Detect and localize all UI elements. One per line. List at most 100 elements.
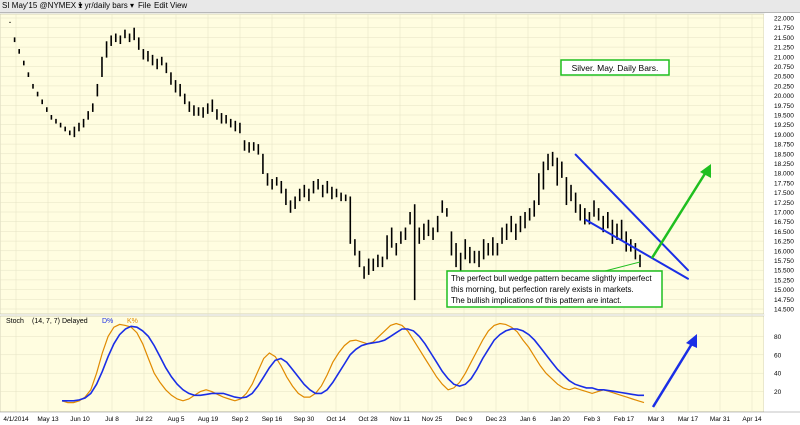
comment-line-3: The bullish implications of this pattern… (451, 296, 622, 305)
price-tick-label: 19.000 (774, 132, 794, 139)
date-tick-label: Nov 25 (422, 416, 443, 423)
price-tick-label: 20.000 (774, 93, 794, 100)
title-box-text: Silver. May. Daily Bars. (572, 63, 659, 73)
stoch-d-tag: D% (102, 318, 113, 325)
date-tick-label: Sep 16 (262, 416, 283, 423)
toolbar: SI May'15 @NYMEX ▾ 1 yr/daily bars ▾ Fil… (0, 0, 800, 13)
price-tick-label: 17.500 (774, 190, 794, 197)
date-axis[interactable] (0, 412, 800, 425)
price-tick-label: 17.250 (774, 200, 794, 207)
stoch-up-arrow-head (686, 334, 697, 348)
price-tick-label: 21.250 (774, 45, 794, 52)
price-tick-label: 22.000 (774, 16, 794, 23)
price-tick-label: 19.250 (774, 122, 794, 129)
menu-edit[interactable]: Edit (154, 1, 168, 10)
stoch-axis[interactable] (764, 316, 800, 412)
stoch-params: (14, 7, 7) Delayed (32, 318, 88, 325)
date-tick-label: Mar 17 (678, 416, 699, 423)
price-tick-label: 20.500 (774, 74, 794, 81)
price-tick-label: 18.500 (774, 151, 794, 158)
menu-file[interactable]: File (138, 1, 151, 10)
date-tick-label: Jan 20 (550, 416, 570, 423)
price-tick-label: 18.000 (774, 171, 794, 178)
price-tick-label: 15.750 (774, 258, 794, 265)
price-tick-label: 14.500 (774, 307, 794, 314)
date-tick-label: Jul 22 (135, 416, 153, 423)
price-tick-label: 14.750 (774, 297, 794, 304)
price-tick-label: 17.750 (774, 180, 794, 187)
date-tick-label: Dec 9 (456, 416, 473, 423)
date-tick-labels: 4/1/2014 May 13 Jun 10 Jul 8 Jul 22 Aug 5 Aug … (3, 416, 762, 423)
stoch-k-tag: K% (127, 318, 138, 325)
stoch-up-arrow[interactable] (651, 334, 697, 408)
stoch-tick-label: 40 (774, 371, 782, 378)
title-box[interactable] (560, 59, 670, 76)
stoch-panel[interactable] (0, 315, 765, 413)
price-tick-label: 16.000 (774, 248, 794, 255)
price-tick-labels: 22.000 21.750 21.500 21.250 21.000 20.750 20.5… (774, 16, 794, 314)
date-tick-label: Apr 14 (742, 416, 762, 423)
interval-dropdown[interactable]: 1 yr/daily bars ▾ (78, 1, 135, 10)
wedge-lower-line[interactable] (584, 218, 689, 280)
comment-line-2: this morning, but perfection rarely exis… (451, 285, 634, 294)
price-tick-label: 18.750 (774, 142, 794, 149)
date-tick-label: 4/1/2014 (3, 416, 29, 423)
date-tick-label: Feb 17 (614, 416, 635, 423)
price-tick-label: 16.500 (774, 229, 794, 236)
comment-box[interactable] (446, 270, 663, 308)
stoch-tick-label: 20 (774, 389, 782, 396)
stoch-d-line[interactable] (62, 325, 644, 402)
price-tick-label: 16.750 (774, 219, 794, 226)
price-tick-label: 17.000 (774, 210, 794, 217)
wedge-upper-line[interactable] (574, 153, 689, 272)
price-tick-label: 19.500 (774, 113, 794, 120)
breakout-arrow-shaft (650, 171, 708, 259)
stoch-tick-label: 80 (774, 334, 782, 341)
date-tick-label: Oct 14 (326, 416, 346, 423)
price-tick-label: 18.250 (774, 161, 794, 168)
price-bars (9, 21, 641, 301)
date-tick-label: Jan 6 (520, 416, 536, 423)
price-tick-label: 15.250 (774, 277, 794, 284)
breakout-arrow[interactable] (650, 164, 711, 259)
date-tick-label: Mar 3 (648, 416, 665, 423)
price-tick-label: 21.000 (774, 54, 794, 61)
stoch-k-line[interactable] (61, 322, 645, 404)
symbol-dropdown[interactable]: SI May'15 @NYMEX ▾ (2, 1, 83, 10)
price-tick-label: 21.500 (774, 35, 794, 42)
date-tick-label: Dec 23 (486, 416, 507, 423)
date-tick-label: Oct 28 (358, 416, 378, 423)
price-panel[interactable] (0, 13, 765, 315)
date-tick-label: Mar 31 (710, 416, 731, 423)
date-tick-label: Jul 8 (105, 416, 119, 423)
date-tick-label: Jun 10 (70, 416, 90, 423)
date-tick-label: Sep 2 (232, 416, 249, 423)
stoch-tick-label: 60 (774, 352, 782, 359)
date-tick-label: Nov 11 (390, 416, 410, 423)
menu-view[interactable]: View (170, 1, 188, 10)
price-tick-label: 15.000 (774, 287, 794, 294)
price-tick-label: 20.250 (774, 83, 794, 90)
date-tick-label: Feb 3 (584, 416, 601, 423)
breakout-arrow-head (700, 164, 711, 178)
price-tick-label: 15.500 (774, 268, 794, 275)
date-tick-label: May 13 (37, 416, 59, 423)
price-axis[interactable] (764, 14, 800, 314)
interval-label: 1 yr/daily bars (78, 1, 128, 10)
comment-line-1: The perfect bull wedge pattern became sl… (451, 274, 652, 283)
stoch-gridlines (0, 336, 764, 392)
price-tick-label: 19.750 (774, 103, 794, 110)
date-tick-label: Aug 19 (198, 416, 219, 423)
stoch-tick-labels: 80 60 40 20 (774, 334, 782, 396)
price-tick-label: 21.750 (774, 25, 794, 32)
date-tick-label: Sep 30 (294, 416, 315, 423)
price-gridlines (0, 14, 764, 412)
price-tick-label: 16.250 (774, 239, 794, 246)
stoch-up-arrow-shaft (651, 341, 695, 408)
symbol-label: SI May'15 @NYMEX (2, 1, 77, 10)
price-tick-label: 20.750 (774, 64, 794, 71)
comment-pointer (604, 261, 641, 272)
stoch-label[interactable]: Stoch (6, 318, 24, 325)
